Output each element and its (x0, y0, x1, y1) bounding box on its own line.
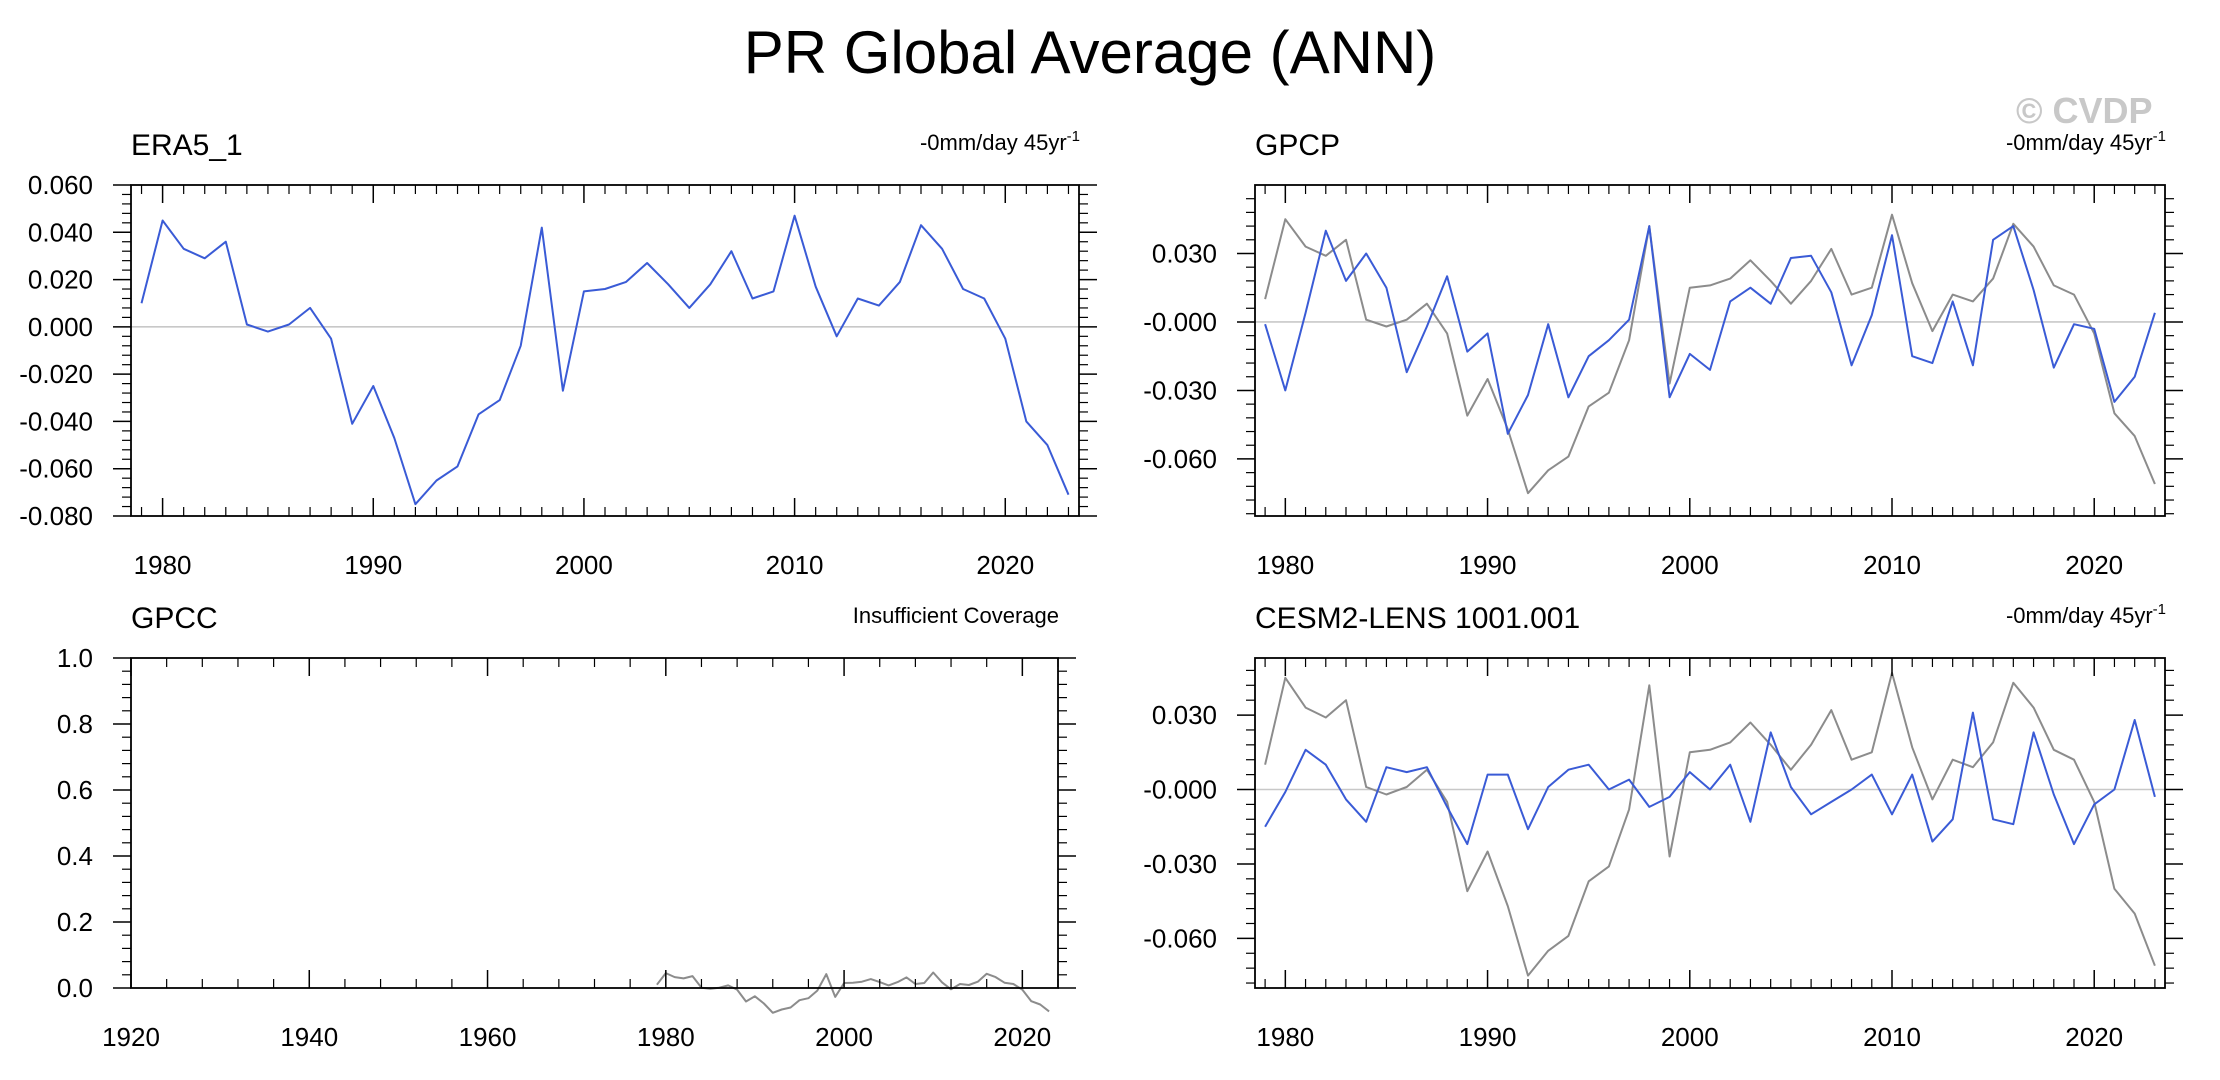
y-tick-label: 0.060 (28, 170, 93, 200)
x-tick-label: 1960 (459, 1022, 517, 1052)
reference-line-era5-1 (1264, 213, 2156, 495)
y-tick-label: -0.030 (1143, 375, 1217, 405)
panel-cesm2-lens: 1980 1990 2000 2010 2020 -0.060 -0.030 -0.000 0.… (1143, 601, 2183, 1052)
panel-title: ERA5_1 (131, 129, 243, 162)
y-tick-label: -0.020 (19, 359, 93, 389)
y-tick-label: 0.6 (57, 775, 93, 805)
y-tick-label: -0.080 (19, 501, 93, 531)
plot-frame (1254, 184, 2166, 517)
x-tick-label: 2000 (1661, 550, 1719, 580)
x-tick-label: 1980 (134, 550, 192, 580)
x-tick-label: 2000 (555, 550, 613, 580)
panel-era5: 1980 1990 2000 2010 2020 -0.080 -0.060 -0.040 -0… (19, 128, 1097, 580)
plot-frame (130, 657, 1059, 989)
trend-label-exponent: -1 (2153, 128, 2166, 145)
x-tick-label: 2010 (1863, 1022, 1921, 1052)
reference-line-era5-1 (656, 971, 1050, 1014)
plot-frame (1254, 657, 2166, 989)
figure-title: PR Global Average (ANN) (743, 19, 1437, 86)
x-tick-label: 1980 (1256, 550, 1314, 580)
series-line-cesm2-lens-1001-001 (1264, 711, 2156, 846)
panel-gpcp: 1980 1990 2000 2010 2020 -0.060 -0.030 -0.000 0.… (1143, 128, 2183, 580)
y-tick-label: 0.8 (57, 709, 93, 739)
x-tick-label: 2020 (2065, 1022, 2123, 1052)
x-tick-label: 2020 (993, 1022, 1051, 1052)
y-tick-label: 0.040 (28, 217, 93, 247)
reference-line-era5-1 (1264, 671, 2156, 977)
x-tick-label: 1980 (1256, 1022, 1314, 1052)
panel-gpcc: 1920 1940 1960 1980 2000 2020 0.0 0.2 0.4 0.6 0.8 1… (57, 602, 1076, 1052)
plot-frame (130, 184, 1080, 517)
y-tick-label: 0.4 (57, 841, 93, 871)
x-tick-label: 1940 (280, 1022, 338, 1052)
x-tick-label: 2000 (815, 1022, 873, 1052)
trend-label: -0mm/day 45yr-1 (2006, 601, 2166, 628)
y-tick-label: -0.000 (1143, 307, 1217, 337)
x-tick-label: 2010 (766, 550, 824, 580)
y-tick-label: 1.0 (57, 643, 93, 673)
x-tick-label: 2010 (1863, 550, 1921, 580)
x-tick-label: 1990 (1459, 550, 1517, 580)
y-tick-label: 0.030 (1152, 238, 1217, 268)
series-line-gpcp (1264, 225, 2156, 435)
y-tick-label: -0.030 (1143, 849, 1217, 879)
x-tick-label: 1980 (637, 1022, 695, 1052)
y-tick-label: 0.020 (28, 265, 93, 295)
x-tick-label: 1920 (102, 1022, 160, 1052)
x-tick-label: 2020 (976, 550, 1034, 580)
y-tick-label: -0.060 (1143, 444, 1217, 474)
y-tick-label: -0.060 (1143, 923, 1217, 953)
trend-label: -0mm/day 45yr-1 (920, 128, 1080, 155)
y-tick-label: -0.060 (19, 454, 93, 484)
panel-title: GPCP (1255, 129, 1340, 162)
panel-title: GPCC (131, 602, 218, 635)
y-tick-label: 0.2 (57, 907, 93, 937)
cvdp-watermark: © CVDP (2016, 90, 2153, 131)
series-line-era5-1 (140, 214, 1070, 506)
y-tick-label: 0.030 (1152, 700, 1217, 730)
trend-label: -0mm/day 45yr-1 (2006, 128, 2166, 155)
y-tick-label: -0.040 (19, 406, 93, 436)
trend-label: Insufficient Coverage (853, 603, 1059, 628)
x-tick-label: 1990 (1459, 1022, 1517, 1052)
y-tick-label: 0.0 (57, 973, 93, 1003)
trend-label-exponent: -1 (1067, 128, 1080, 145)
x-tick-label: 2000 (1661, 1022, 1719, 1052)
x-tick-label: 1990 (344, 550, 402, 580)
x-tick-label: 2020 (2065, 550, 2123, 580)
panel-title: CESM2-LENS 1001.001 (1255, 602, 1580, 635)
y-tick-label: 0.000 (28, 312, 93, 342)
y-tick-label: -0.000 (1143, 775, 1217, 805)
trend-label-exponent: -1 (2153, 601, 2166, 618)
